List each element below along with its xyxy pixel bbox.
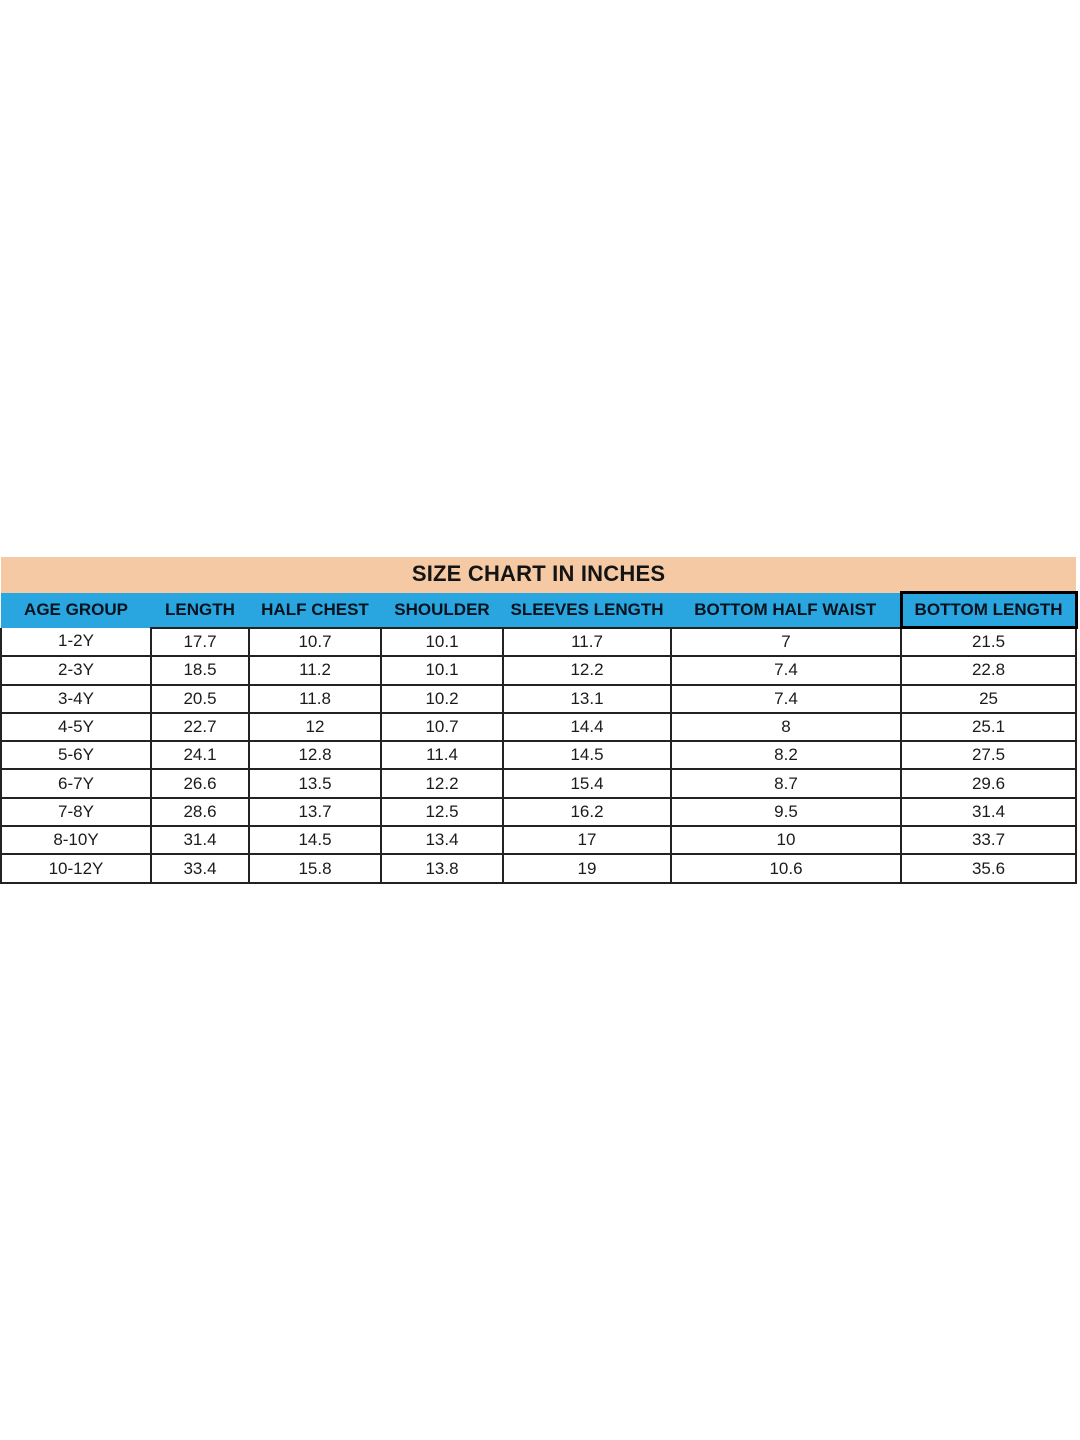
table-row: 3-4Y 20.5 11.8 10.2 13.1 7.4 25 [0,683,1078,714]
column-header-length: LENGTH [151,592,249,628]
measurement-cell: 8.2 [670,740,902,771]
age-group-cell: 1-2Y [0,627,152,658]
size-chart-title: SIZE CHART IN INCHES [1,557,1077,593]
size-chart-section: SIZE CHART IN INCHES AGE GROUP LENGTH HA… [0,557,1078,884]
measurement-cell: 15.8 [248,853,382,884]
measurement-cell: 12.2 [502,655,672,686]
measurement-cell: 9.5 [670,796,902,828]
measurement-cell: 15.4 [502,768,672,799]
column-header-sleeves-length: SLEEVES LENGTH [503,592,671,628]
column-header-row: AGE GROUP LENGTH HALF CHEST SHOULDER SLE… [1,591,1078,629]
age-group-cell: 8-10Y [0,825,152,856]
measurement-cell: 31.4 [899,796,1078,828]
measurement-cell: 13.5 [248,768,382,799]
measurement-cell: 11.4 [380,740,504,771]
measurement-cell: 10.1 [380,655,504,686]
measurement-cell: 10 [670,825,902,856]
table-row: 5-6Y 24.1 12.8 11.4 14.5 8.2 27.5 [0,740,1078,771]
column-header-shoulder: SHOULDER [381,592,503,628]
measurement-cell: 17 [502,825,672,856]
measurement-cell: 10.1 [380,626,504,658]
measurement-cell: 24.1 [150,740,250,771]
measurement-cell: 33.4 [150,853,250,884]
measurement-cell: 19 [502,853,672,884]
column-header-age-group: AGE GROUP [1,592,151,628]
measurement-cell: 20.5 [150,683,250,714]
measurement-cell: 25 [899,683,1078,714]
measurement-cell: 8 [670,711,902,743]
measurement-cell: 12.8 [248,740,382,771]
table-row: 7-8Y 28.6 13.7 12.5 16.2 9.5 31.4 [0,796,1078,828]
age-group-cell: 10-12Y [0,853,152,884]
measurement-cell: 10.2 [380,683,504,714]
table-row: 2-3Y 18.5 11.2 10.1 12.2 7.4 22.8 [0,655,1078,686]
measurement-cell: 17.7 [150,626,250,658]
measurement-cell: 25.1 [899,711,1078,743]
size-table-body: 1-2Y 17.7 10.7 10.1 11.7 7 21.5 2-3Y 18.5 11.2 10.… [0,626,1078,884]
measurement-cell: 33.7 [899,825,1078,856]
measurement-cell: 14.5 [502,740,672,771]
measurement-cell: 21.5 [899,626,1078,658]
measurement-cell: 12 [248,711,382,743]
measurement-cell: 13.8 [380,853,504,884]
age-group-cell: 4-5Y [0,711,152,743]
table-row: 6-7Y 26.6 13.5 12.2 15.4 8.7 29.6 [0,768,1078,799]
measurement-cell: 10.7 [380,711,504,743]
measurement-cell: 16.2 [502,796,672,828]
age-group-cell: 3-4Y [0,683,152,714]
measurement-cell: 10.6 [670,853,902,884]
measurement-cell: 35.6 [899,853,1078,884]
table-row: 1-2Y 17.7 10.7 10.1 11.7 7 21.5 [0,626,1078,658]
measurement-cell: 31.4 [150,825,250,856]
measurement-cell: 7.4 [670,655,902,686]
measurement-cell: 22.7 [150,711,250,743]
measurement-cell: 13.7 [248,796,382,828]
measurement-cell: 22.8 [899,655,1078,686]
measurement-cell: 14.4 [502,711,672,743]
measurement-cell: 12.2 [380,768,504,799]
table-row: 8-10Y 31.4 14.5 13.4 17 10 33.7 [0,825,1078,856]
table-row: 4-5Y 22.7 12 10.7 14.4 8 25.1 [0,711,1078,743]
age-group-cell: 2-3Y [0,655,152,686]
age-group-cell: 5-6Y [0,740,152,771]
measurement-cell: 11.8 [248,683,382,714]
measurement-cell: 12.5 [380,796,504,828]
column-header-half-chest: HALF CHEST [249,592,381,628]
measurement-cell: 10.7 [248,626,382,658]
measurement-cell: 11.2 [248,655,382,686]
measurement-cell: 27.5 [899,740,1078,771]
measurement-cell: 7 [670,626,902,658]
title-bar: SIZE CHART IN INCHES [1,557,1077,593]
age-group-cell: 6-7Y [0,768,152,799]
measurement-cell: 14.5 [248,825,382,856]
measurement-cell: 18.5 [150,655,250,686]
measurement-cell: 26.6 [150,768,250,799]
column-header-bottom-length: BOTTOM LENGTH [899,591,1078,629]
measurement-cell: 11.7 [502,626,672,658]
size-chart-table: SIZE CHART IN INCHES AGE GROUP LENGTH HA… [0,557,1078,884]
measurement-cell: 13.1 [502,683,672,714]
table-row: 10-12Y 33.4 15.8 13.8 19 10.6 35.6 [0,853,1078,884]
measurement-cell: 28.6 [150,796,250,828]
measurement-cell: 8.7 [670,768,902,799]
column-header-bottom-half-waist: BOTTOM HALF WAIST [671,592,901,628]
measurement-cell: 7.4 [670,683,902,714]
measurement-cell: 13.4 [380,825,504,856]
measurement-cell: 29.6 [899,768,1078,799]
age-group-cell: 7-8Y [0,796,152,828]
